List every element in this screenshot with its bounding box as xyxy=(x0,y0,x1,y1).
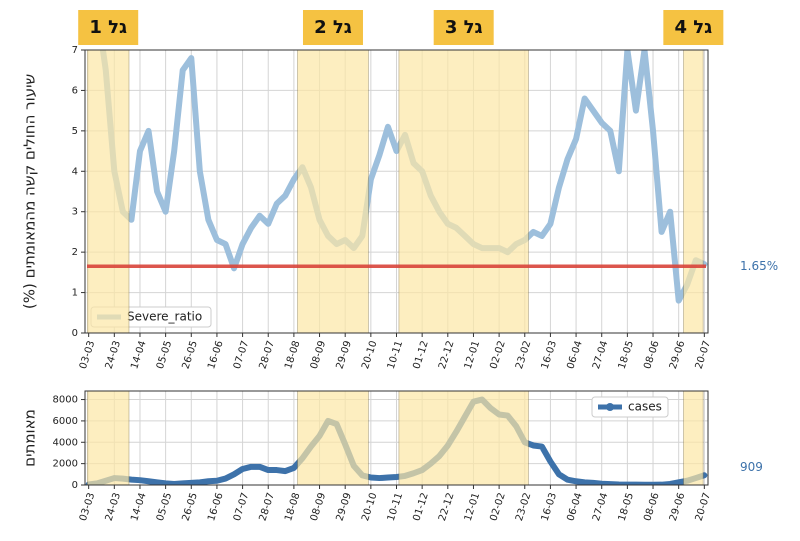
x-tick-label: 07-07 xyxy=(232,491,251,522)
x-tick-label: 18-08 xyxy=(283,491,302,522)
x-tick-label: 02-02 xyxy=(488,339,507,370)
wave-label: גל 3 xyxy=(445,17,483,38)
plot-area xyxy=(85,396,708,485)
x-tick-label: 20-07 xyxy=(694,339,713,370)
wave-band xyxy=(297,49,369,334)
y-tick-label: 6000 xyxy=(53,416,78,427)
x-tick-label: 05-05 xyxy=(155,339,174,370)
x-tick-label: 03-03 xyxy=(78,491,97,522)
y-axis-label: שיעור החולים קשה מהמאומתים (%) xyxy=(21,74,39,309)
x-tick-label: 28-07 xyxy=(257,339,276,370)
y-tick-label: 8000 xyxy=(53,395,78,406)
x-tick-label: 01-12 xyxy=(411,339,430,370)
x-tick-label: 07-07 xyxy=(232,339,251,370)
end-label: 909 xyxy=(740,460,763,474)
y-axis-label: מאומתים xyxy=(21,409,39,467)
legend-label: cases xyxy=(628,400,662,414)
x-tick-label: 14-04 xyxy=(129,491,148,522)
x-tick-label: 05-05 xyxy=(155,491,174,522)
x-tick-label: 29-06 xyxy=(668,339,687,370)
x-tick-label: 18-05 xyxy=(617,491,636,522)
x-tick-label: 01-12 xyxy=(411,491,430,522)
x-tick-label: 08-09 xyxy=(309,491,328,522)
x-tick-label: 12-01 xyxy=(463,339,482,370)
y-tick-label: 7 xyxy=(72,45,78,56)
wave-band xyxy=(297,390,369,486)
x-tick-label: 28-07 xyxy=(257,491,276,522)
x-tick-label: 26-05 xyxy=(181,339,200,370)
x-tick-label: 10-11 xyxy=(386,339,405,370)
x-tick-label: 20-07 xyxy=(694,491,713,522)
wave-label: גל 2 xyxy=(314,17,352,38)
x-tick-label: 02-02 xyxy=(488,491,507,522)
x-tick-label: 29-06 xyxy=(668,491,687,522)
legend-box xyxy=(591,396,669,418)
wave-label-box xyxy=(78,10,139,45)
x-tick-label: 20-10 xyxy=(360,339,379,370)
y-tick-label: 4 xyxy=(72,166,78,177)
x-tick-label: 08-09 xyxy=(309,339,328,370)
x-tick-label: 08-06 xyxy=(642,339,661,370)
x-tick-label: 18-05 xyxy=(617,339,636,370)
x-tick-label: 22-12 xyxy=(437,339,456,370)
wave-label: גל 4 xyxy=(674,17,712,38)
y-tick-label: 1 xyxy=(72,288,78,299)
plot-area xyxy=(99,50,708,304)
wave-band xyxy=(398,390,529,486)
x-tick-label: 16-06 xyxy=(206,491,225,522)
y-tick-label: 5 xyxy=(72,126,78,137)
x-tick-label: 16-06 xyxy=(206,339,225,370)
x-tick-label: 29-09 xyxy=(334,491,353,522)
plot-frame xyxy=(84,390,709,486)
x-tick-label: 22-12 xyxy=(437,491,456,522)
x-tick-label: 06-04 xyxy=(565,491,584,522)
legend-marker xyxy=(606,403,614,411)
y-tick-label: 6 xyxy=(72,85,78,96)
wave-label-box xyxy=(302,10,363,45)
x-tick-label: 06-04 xyxy=(565,339,584,370)
x-tick-label: 16-03 xyxy=(540,339,559,370)
y-tick-label: 3 xyxy=(72,207,78,218)
reference-label: 1.65% xyxy=(740,259,778,273)
x-tick-label: 29-09 xyxy=(334,339,353,370)
y-tick-label: 2 xyxy=(72,247,78,258)
x-tick-label: 14-04 xyxy=(129,339,148,370)
x-tick-label: 12-01 xyxy=(463,491,482,522)
x-tick-label: 24-03 xyxy=(104,491,123,522)
legend-label: Severe_ratio xyxy=(127,310,202,324)
wave-label-box xyxy=(663,10,724,45)
wave-label: גל 1 xyxy=(89,17,127,38)
x-tick-label: 18-08 xyxy=(283,339,302,370)
x-tick-label: 20-10 xyxy=(360,491,379,522)
y-tick-label: 2000 xyxy=(53,459,78,470)
series-line xyxy=(99,50,708,304)
x-tick-label: 03-03 xyxy=(78,339,97,370)
x-tick-label: 27-04 xyxy=(591,339,610,370)
wave-band xyxy=(683,49,704,334)
y-tick-label: 0 xyxy=(72,480,78,491)
y-tick-label: 0 xyxy=(72,328,78,339)
x-tick-label: 16-03 xyxy=(540,491,559,522)
wave-band xyxy=(398,49,529,334)
wave-label-box xyxy=(433,10,494,45)
wave-band xyxy=(87,49,130,334)
series-line xyxy=(85,396,708,485)
x-tick-label: 27-04 xyxy=(591,491,610,522)
y-tick-label: 4000 xyxy=(53,437,78,448)
x-tick-label: 23-02 xyxy=(514,491,533,522)
wave-band xyxy=(683,390,704,486)
x-tick-label: 10-11 xyxy=(386,491,405,522)
plot-frame xyxy=(84,49,709,334)
wave-band xyxy=(87,390,130,486)
x-tick-label: 23-02 xyxy=(514,339,533,370)
x-tick-label: 08-06 xyxy=(642,491,661,522)
x-tick-label: 24-03 xyxy=(104,339,123,370)
x-tick-label: 26-05 xyxy=(181,491,200,522)
